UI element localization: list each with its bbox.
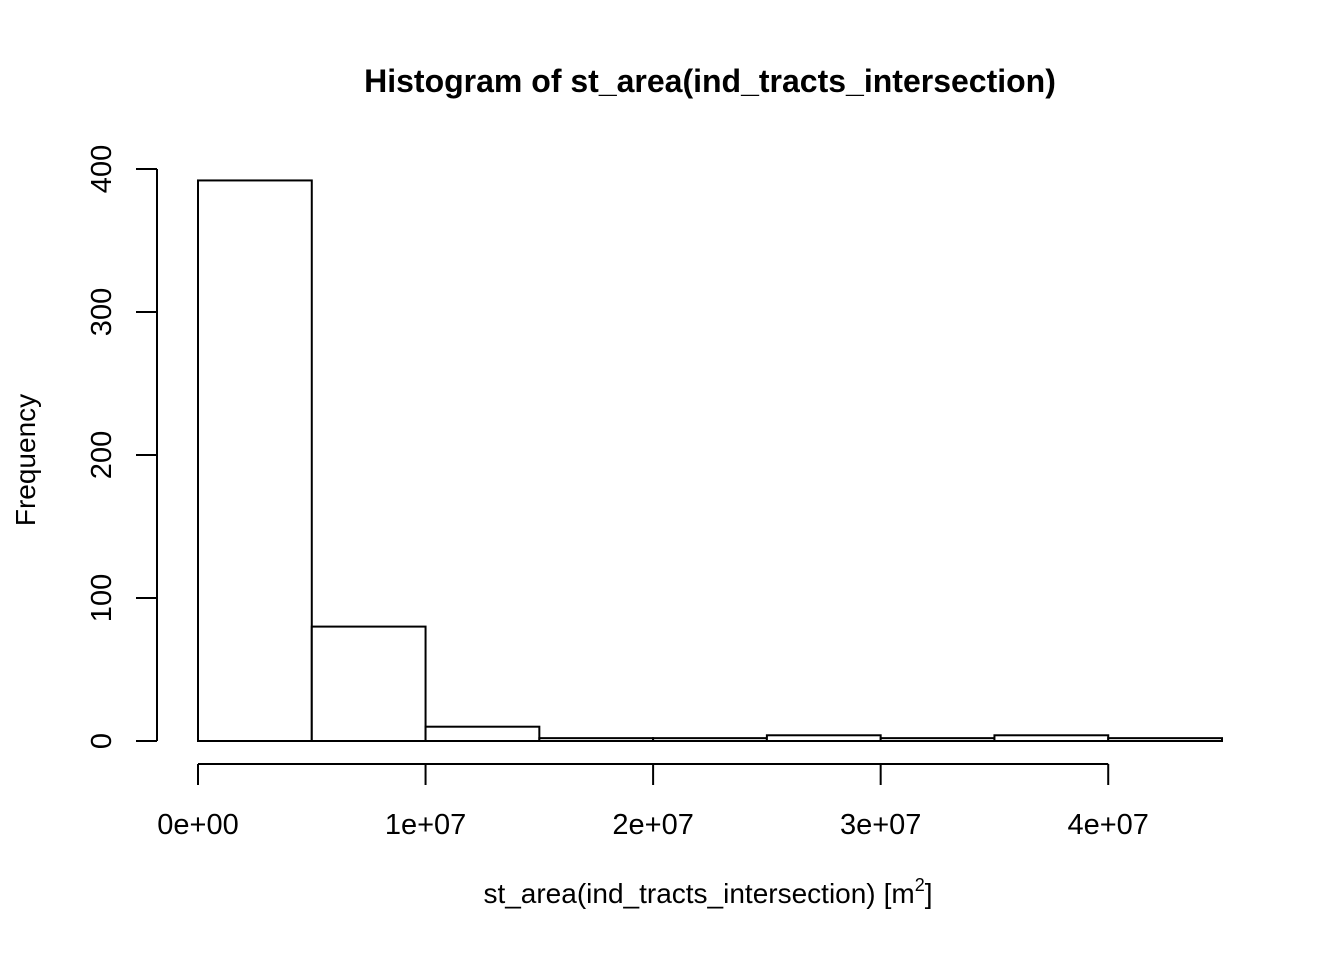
x-tick-label-4: 3e+07	[840, 809, 921, 841]
y-tick-label-5: 400	[86, 145, 118, 193]
y-tick-label-3: 200	[86, 431, 118, 479]
histogram-bar-1	[197, 179, 313, 742]
x-tick-label-5: 4e+07	[1067, 809, 1148, 841]
x-tick-label-1: 0e+00	[157, 809, 238, 841]
x-axis-label-main: st_area(ind_tracts_intersection)	[483, 878, 875, 909]
x-tick-label-3: 2e+07	[612, 809, 693, 841]
y-axis-label: Frequency	[10, 394, 41, 526]
chart-title: Histogram of st_area(ind_tracts_intersec…	[364, 63, 1056, 99]
y-axis: 0 100 200 300 400	[86, 145, 158, 749]
x-axis-label-unit-suffix: ]	[925, 878, 933, 909]
histogram-bar-6	[765, 734, 882, 743]
x-axis-label-unit-prefix: [m	[884, 878, 915, 909]
histogram-bar-5	[652, 737, 768, 743]
y-tick-label-1: 0	[86, 733, 118, 749]
x-tick-label-2: 1e+07	[385, 809, 466, 841]
x-axis-label-unit-sup: 2	[915, 875, 925, 895]
y-tick-label-2: 100	[86, 574, 118, 622]
x-axis: 0e+00 1e+07 2e+07 3e+07 4e+07	[157, 763, 1149, 841]
histogram-bar-7	[879, 737, 996, 743]
x-axis-label: st_area(ind_tracts_intersection) [m2]	[483, 875, 932, 909]
y-tick-label-4: 300	[86, 288, 118, 336]
histogram-bar-4	[538, 737, 655, 743]
histogram-bar-9	[1107, 737, 1223, 743]
histogram-bar-3	[424, 725, 541, 743]
histogram-bar-2	[310, 625, 427, 742]
histogram-bar-8	[993, 734, 1110, 743]
bars-group	[197, 179, 1223, 743]
